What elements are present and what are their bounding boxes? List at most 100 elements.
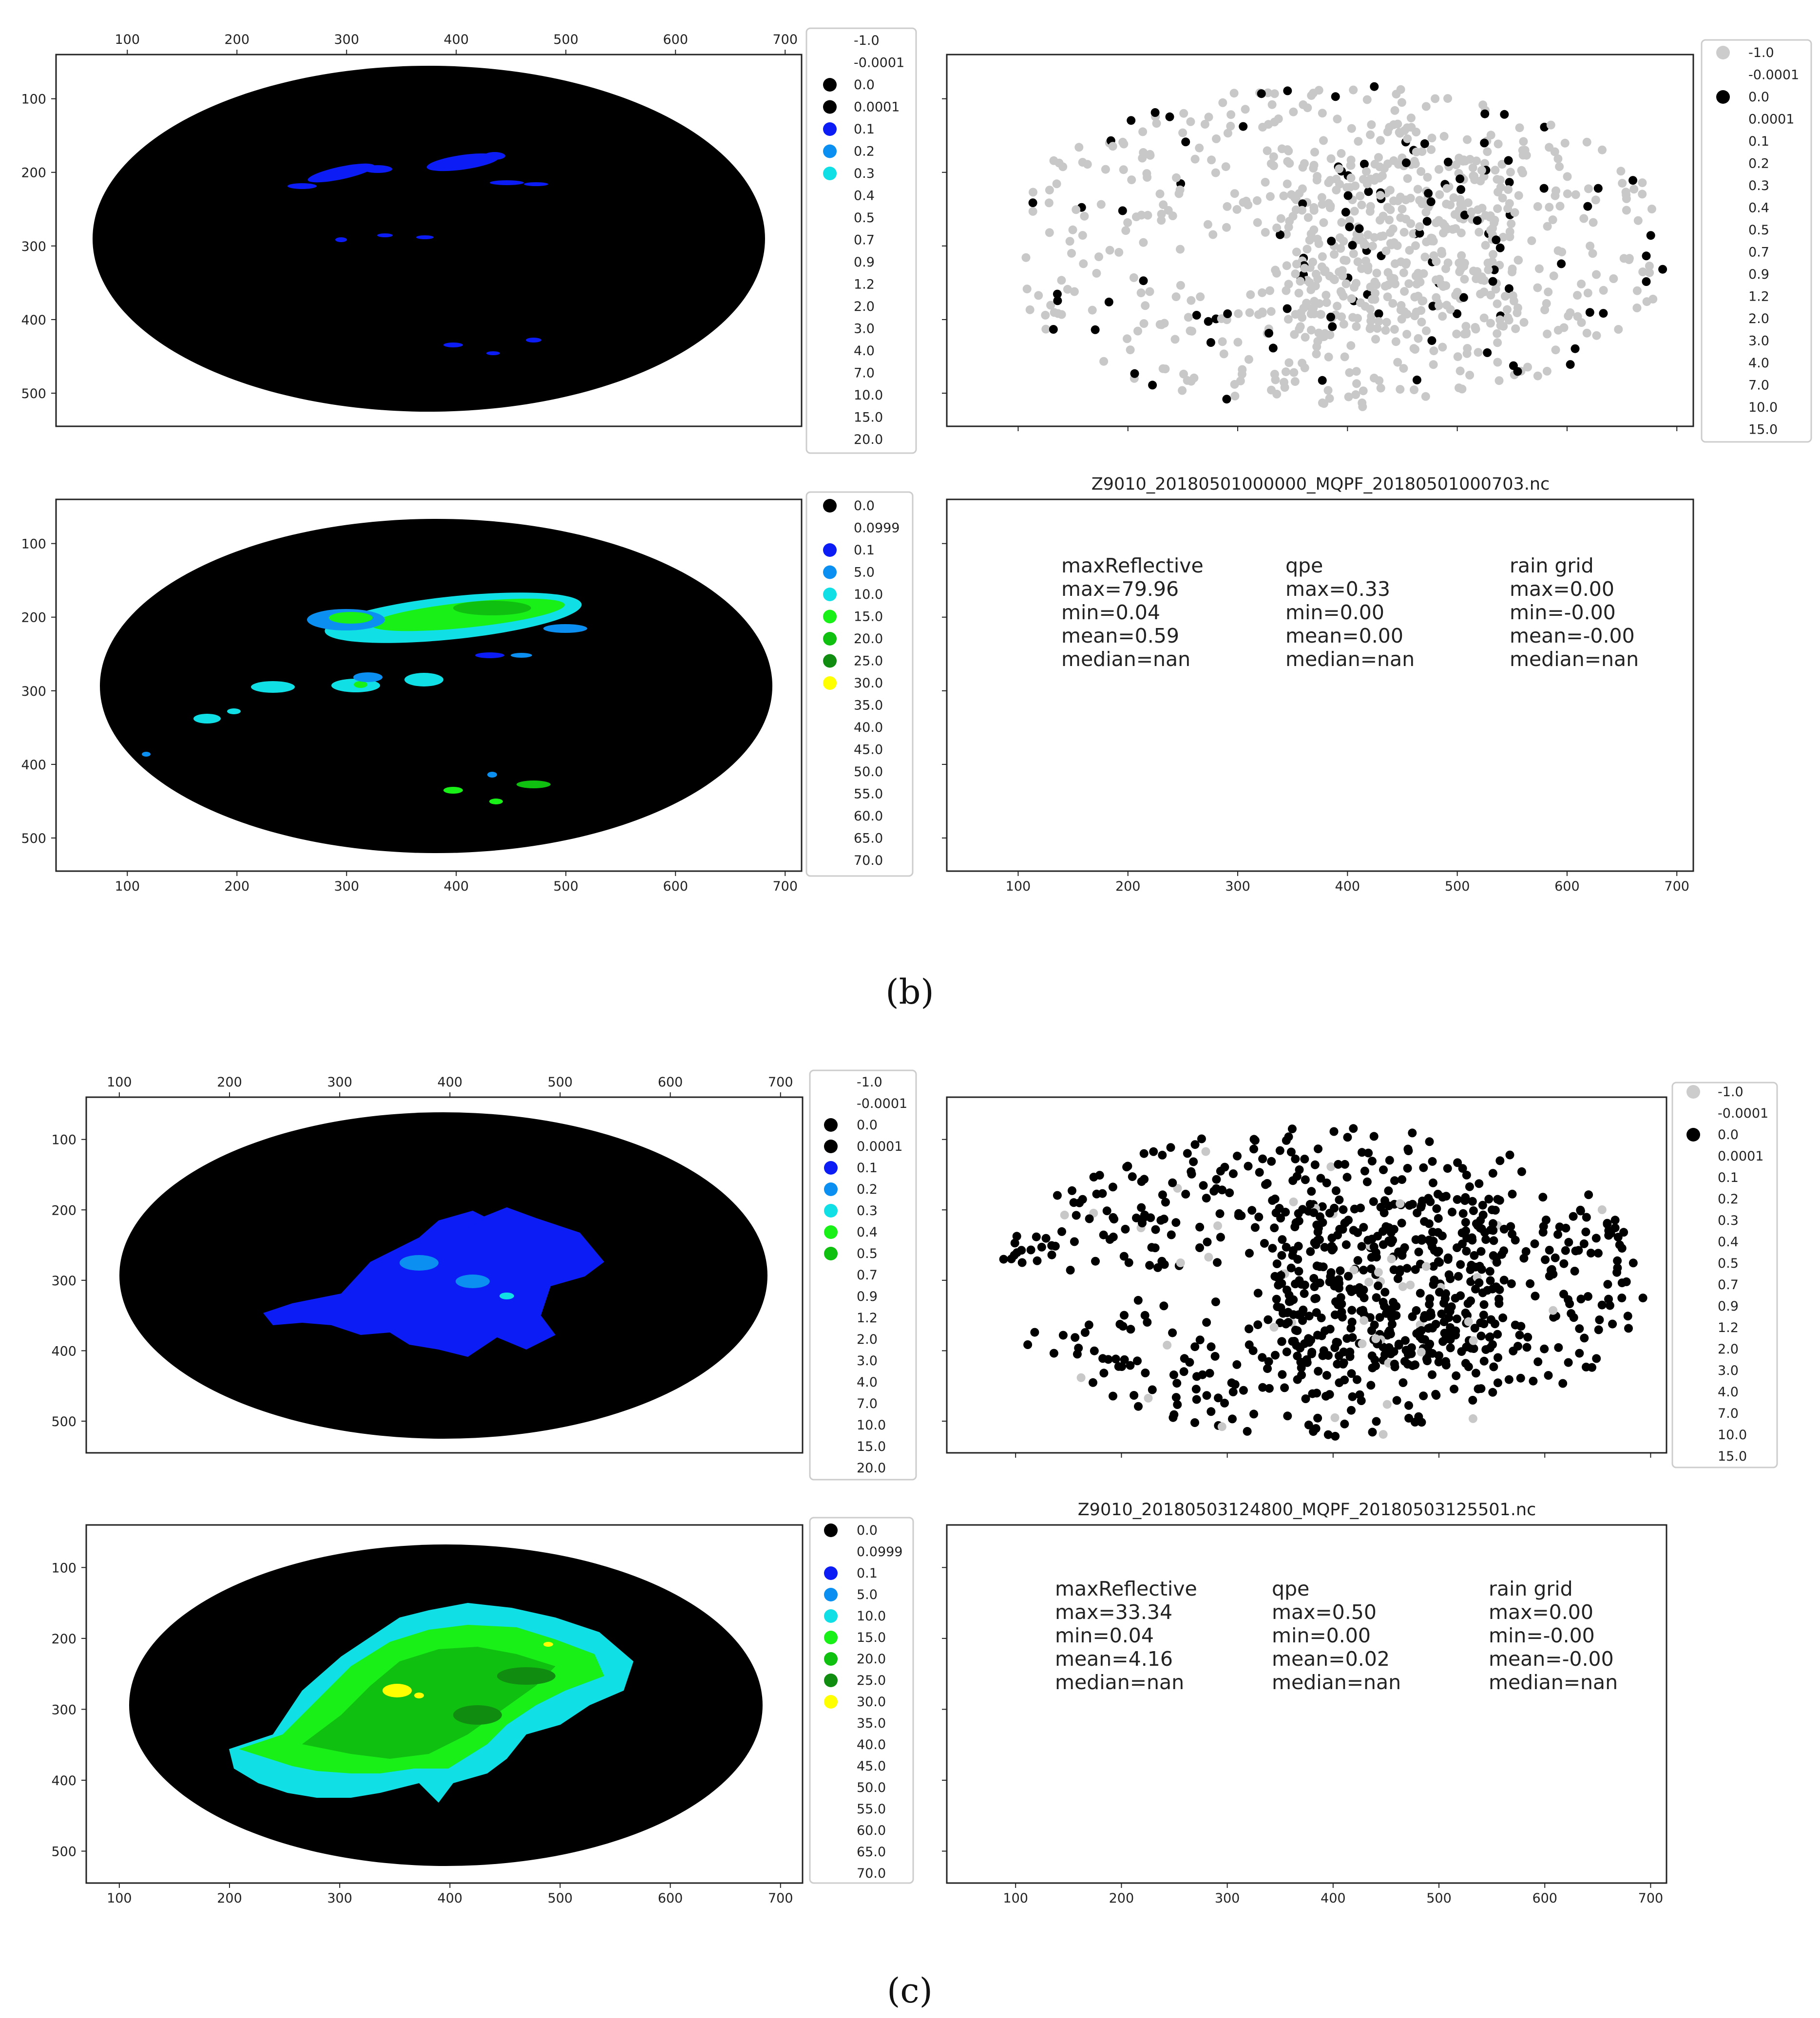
station-point [1333, 302, 1342, 311]
legend-label: 0.1 [857, 1161, 878, 1176]
station-point [1326, 1162, 1336, 1171]
x-tick-label: 500 [1445, 879, 1470, 894]
station-point [1558, 1379, 1568, 1388]
station-point [1129, 273, 1138, 282]
station-point [1450, 1385, 1458, 1394]
station-point [1355, 224, 1364, 233]
station-point [1090, 1346, 1099, 1355]
station-point [1310, 148, 1319, 157]
station-point [1028, 207, 1037, 216]
station-point [1142, 169, 1151, 178]
station-point [1341, 208, 1350, 217]
station-point [1553, 325, 1563, 335]
legend-label: 0.1 [854, 122, 875, 137]
station-point [1446, 1323, 1455, 1332]
station-point [1505, 1150, 1514, 1160]
station-point [1401, 214, 1411, 224]
station-point [1517, 166, 1526, 175]
station-point [1396, 192, 1405, 202]
station-point [1332, 174, 1341, 184]
station-point [1477, 1265, 1486, 1274]
station-point [1648, 294, 1658, 304]
station-point [1322, 1371, 1331, 1380]
reflectivity-echo-b [142, 592, 587, 804]
legend-marker [824, 1182, 838, 1196]
legend-marker [824, 1247, 838, 1260]
station-point [1364, 1148, 1373, 1158]
station-point [1350, 207, 1359, 216]
station-point [1227, 1378, 1236, 1388]
station-point [1312, 175, 1322, 185]
legend-marker [823, 543, 837, 557]
x-tick-label: 300 [1215, 1891, 1240, 1906]
reflectivity-legend-b: 0.0 0.0999 0.1 5.0 10.0 15.0 20.0 25.0 30.0 35.0 4… [805, 491, 914, 877]
station-point [1443, 1253, 1453, 1262]
station-point [1498, 232, 1508, 242]
station-point [1353, 257, 1362, 267]
station-point [1085, 1214, 1094, 1223]
legend-label: 40.0 [857, 1737, 886, 1752]
legend-marker [824, 1161, 838, 1175]
station-point [1420, 252, 1430, 262]
legend-marker [1686, 1085, 1700, 1099]
station-point [1119, 139, 1129, 149]
station-point [1366, 1381, 1376, 1390]
legend-label: 10.0 [1718, 1428, 1747, 1443]
station-point [1469, 1206, 1478, 1215]
legend-label: 0.0001 [857, 1139, 902, 1154]
station-point [1576, 1295, 1586, 1304]
legend-label: 0.2 [857, 1182, 878, 1197]
station-point [1314, 239, 1323, 248]
station-point [1309, 89, 1318, 98]
station-point [1471, 324, 1480, 334]
stat-max: max=0.33 [1285, 577, 1390, 601]
station-point [1180, 1354, 1189, 1363]
station-point [1405, 246, 1414, 255]
station-point [1417, 1418, 1426, 1427]
station-point [1370, 1320, 1379, 1330]
station-point [1582, 1362, 1590, 1371]
station-point [1589, 218, 1598, 227]
station-point [1426, 1311, 1436, 1320]
station-point [1255, 1168, 1264, 1177]
station-point [1557, 259, 1566, 268]
station-point [1329, 1127, 1339, 1136]
x-tick-label: 600 [658, 1891, 683, 1906]
station-point [1220, 1162, 1229, 1172]
station-point [1523, 1333, 1533, 1342]
station-point [1419, 1314, 1429, 1323]
station-point [1289, 1197, 1298, 1206]
station-point [1130, 369, 1139, 378]
station-point [1138, 153, 1147, 163]
station-point [1459, 155, 1468, 165]
stat-median: median=nan [1055, 1671, 1184, 1694]
station-point [1311, 1294, 1321, 1303]
station-point [1098, 1189, 1107, 1198]
legend-label: 0.0001 [854, 100, 900, 115]
station-point [1318, 109, 1327, 118]
y-tick-label: 500 [21, 831, 46, 846]
station-point [1223, 129, 1232, 138]
legend-marker [823, 588, 837, 601]
station-point [1470, 1251, 1479, 1260]
station-point [1192, 1372, 1201, 1381]
x-tick-label: 700 [1638, 1891, 1664, 1906]
station-point [1291, 1326, 1300, 1335]
station-point [1171, 292, 1181, 302]
x-tick-label: 700 [772, 32, 798, 47]
station-point [1261, 1180, 1270, 1189]
station-point [1564, 1358, 1573, 1367]
station-point [1573, 312, 1582, 321]
station-point [1411, 241, 1420, 250]
station-point [1376, 232, 1385, 241]
station-point [1261, 228, 1270, 237]
station-point [1610, 1223, 1620, 1233]
station-point [1374, 1281, 1383, 1291]
station-point [1435, 1288, 1444, 1297]
station-point [1479, 1300, 1489, 1309]
y-tick-label: 100 [21, 92, 46, 107]
station-point [1400, 1357, 1409, 1366]
legend-marker [1686, 1128, 1700, 1142]
station-point [1504, 1375, 1513, 1384]
station-point [1390, 325, 1399, 334]
